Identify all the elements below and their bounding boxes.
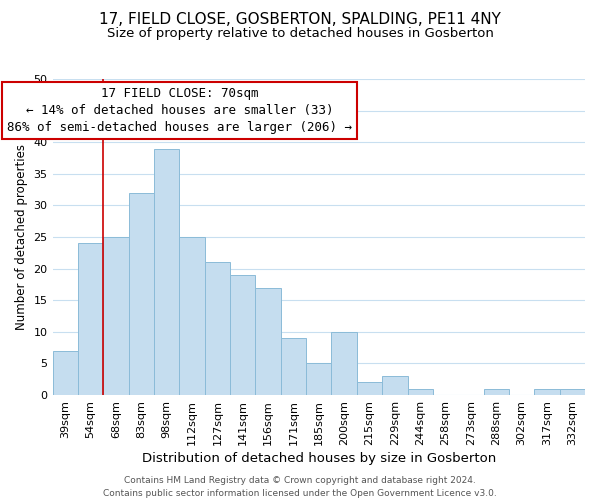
Bar (53, 351, 78, 395)
Bar (78, 244, 103, 395)
Bar (128, 193, 154, 395)
Bar (484, 388, 509, 395)
Bar (281, 338, 306, 395)
Bar (154, 148, 179, 395)
Text: 17, FIELD CLOSE, GOSBERTON, SPALDING, PE11 4NY: 17, FIELD CLOSE, GOSBERTON, SPALDING, PE… (99, 12, 501, 28)
Bar (306, 364, 331, 395)
Bar (179, 237, 205, 395)
Text: Contains HM Land Registry data © Crown copyright and database right 2024.
Contai: Contains HM Land Registry data © Crown c… (103, 476, 497, 498)
X-axis label: Distribution of detached houses by size in Gosberton: Distribution of detached houses by size … (142, 452, 496, 465)
Text: Size of property relative to detached houses in Gosberton: Size of property relative to detached ho… (107, 28, 493, 40)
Bar (230, 275, 256, 395)
Bar (560, 388, 585, 395)
Bar (357, 382, 382, 395)
Bar (205, 262, 230, 395)
Bar (382, 376, 407, 395)
Text: 17 FIELD CLOSE: 70sqm
← 14% of detached houses are smaller (33)
86% of semi-deta: 17 FIELD CLOSE: 70sqm ← 14% of detached … (7, 86, 352, 134)
Bar (534, 388, 560, 395)
Bar (407, 388, 433, 395)
Bar (256, 288, 281, 395)
Bar (103, 237, 128, 395)
Y-axis label: Number of detached properties: Number of detached properties (15, 144, 28, 330)
Bar (331, 332, 357, 395)
